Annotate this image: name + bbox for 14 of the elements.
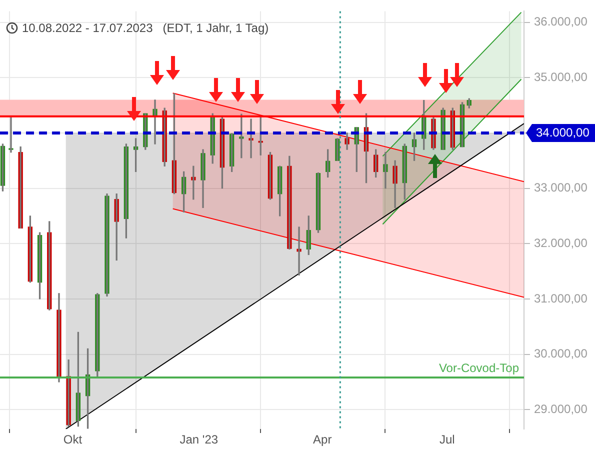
y-tick-label: 32.000,00 — [534, 236, 588, 250]
x-tick-label: Jan '23 — [180, 432, 218, 447]
ref-line-label: Vor-Covod-Top — [438, 360, 520, 375]
y-tick-label: 33.000,00 — [534, 180, 588, 195]
y-tick-label: 35.000,00 — [534, 70, 588, 84]
y-tick-label: 29.000,00 — [534, 402, 588, 416]
y-tick-label: 31.000,00 — [534, 291, 588, 306]
text: 10.08.2022 - 17.07.2023 (EDT, 1 Jahr, 1 Tag) — [22, 21, 269, 35]
x-tick-label: Jul — [440, 432, 455, 447]
x-tick-label: Okt — [63, 432, 83, 447]
ref-line-label: 34.000,00 — [536, 125, 590, 140]
y-tick-label: 30.000,00 — [534, 346, 588, 361]
x-tick-label: Apr — [313, 432, 332, 447]
y-tick-label: 36.000,00 — [534, 14, 588, 29]
